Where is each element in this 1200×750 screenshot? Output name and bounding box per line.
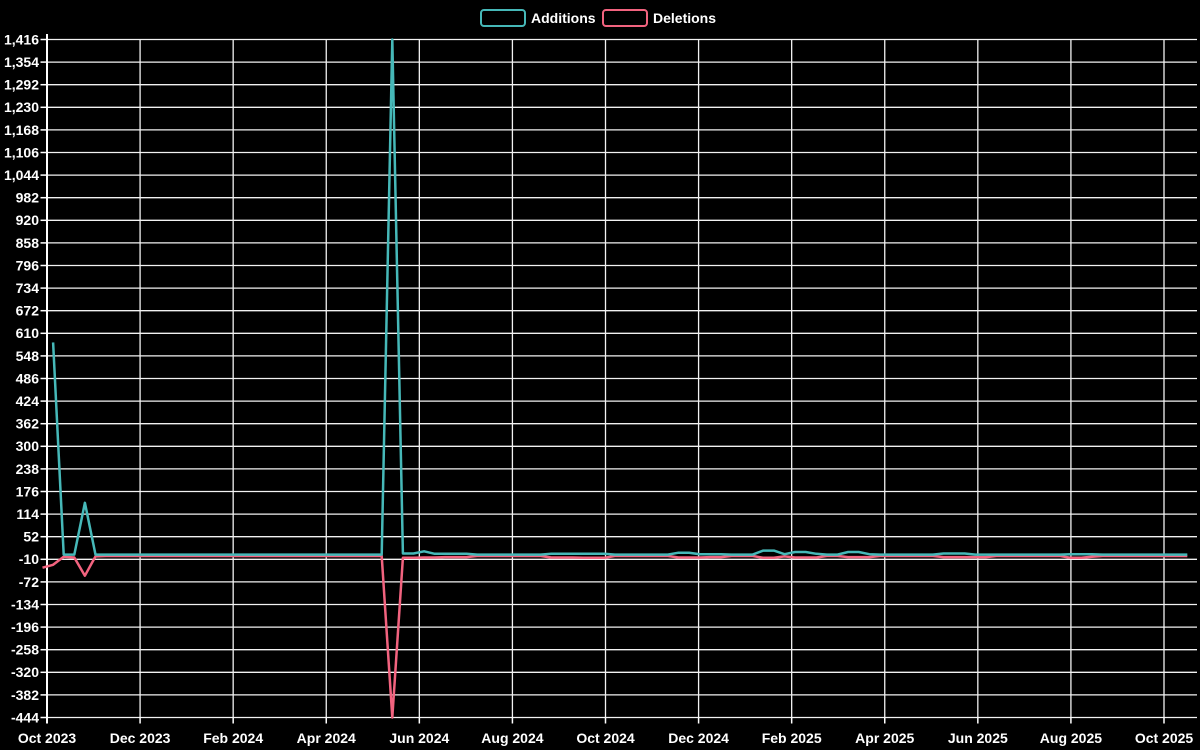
chart-legend: Additions Deletions	[480, 9, 716, 27]
legend-label-additions: Additions	[531, 10, 596, 26]
y-axis-tick-label: -10	[19, 551, 39, 567]
x-axis-tick-label: Jun 2024	[389, 730, 449, 746]
x-axis-tick-label: Feb 2024	[203, 730, 263, 746]
y-axis-tick-label: 424	[16, 393, 40, 409]
y-axis-tick-label: 1,168	[4, 122, 39, 138]
x-axis-tick-label: Oct 2025	[1135, 730, 1194, 746]
x-axis-tick-label: Apr 2025	[855, 730, 914, 746]
y-axis-tick-label: -258	[11, 642, 39, 658]
y-axis-tick-label: -320	[11, 664, 39, 680]
y-axis-tick-label: 1,292	[4, 77, 39, 93]
legend-item-deletions[interactable]: Deletions	[602, 9, 716, 27]
y-axis-tick-label: 548	[16, 348, 40, 364]
y-axis-tick-label: 486	[16, 370, 40, 386]
y-axis-tick-label: 672	[16, 303, 40, 319]
y-axis-tick-label: 610	[16, 325, 40, 341]
y-axis-tick-label: 1,044	[4, 167, 39, 183]
chart-plot: 1,416 1,354 1,292 1,230 1,168 1,106 1,044 982 92…	[4, 31, 1197, 746]
x-axis-tick-label: Feb 2025	[762, 730, 822, 746]
x-axis-tick-label: Oct 2023	[18, 730, 77, 746]
y-axis-tick-label: -72	[19, 574, 39, 590]
y-axis-tick-label: -196	[11, 619, 39, 635]
x-axis-tick-label: Oct 2024	[576, 730, 635, 746]
y-axis-tick-label: 238	[16, 461, 40, 477]
y-axis-tick-label: 858	[16, 235, 40, 251]
y-axis-tick-label: 1,230	[4, 99, 39, 115]
y-axis-tick-label: 114	[16, 506, 39, 522]
legend-item-additions[interactable]: Additions	[480, 9, 596, 27]
legend-swatch-additions	[480, 9, 526, 27]
y-axis-tick-label: 1,106	[4, 144, 39, 160]
x-axis-tick-label: Jun 2025	[948, 730, 1008, 746]
x-axis-tick-label: Dec 2023	[110, 730, 171, 746]
y-axis-tick-label: 796	[16, 257, 40, 273]
y-axis-tick-label: 920	[16, 212, 40, 228]
additions-line	[51, 38, 1188, 556]
legend-swatch-deletions	[602, 9, 648, 27]
y-axis-tick-label: 1,416	[4, 31, 39, 47]
y-axis-tick-label: 52	[23, 529, 39, 545]
y-axis-tick-label: -382	[11, 687, 39, 703]
y-axis-tick-label: 176	[16, 483, 40, 499]
y-axis-tick-label: 300	[16, 438, 40, 454]
x-axis-tick-label: Aug 2025	[1040, 730, 1102, 746]
x-axis-tick-label: Dec 2024	[668, 730, 729, 746]
y-axis-tick-label: -134	[11, 596, 39, 612]
y-axis-tick-label: 1,354	[4, 54, 39, 70]
y-axis-tick-label: -444	[11, 709, 39, 725]
y-axis-tick-label: 362	[16, 416, 40, 432]
y-axis-tick-label: 734	[16, 280, 40, 296]
x-axis-tick-label: Aug 2024	[481, 730, 543, 746]
x-axis-tick-label: Apr 2024	[297, 730, 356, 746]
legend-label-deletions: Deletions	[653, 10, 716, 26]
deletions-line	[42, 554, 1188, 719]
y-axis-tick-label: 982	[16, 190, 40, 206]
